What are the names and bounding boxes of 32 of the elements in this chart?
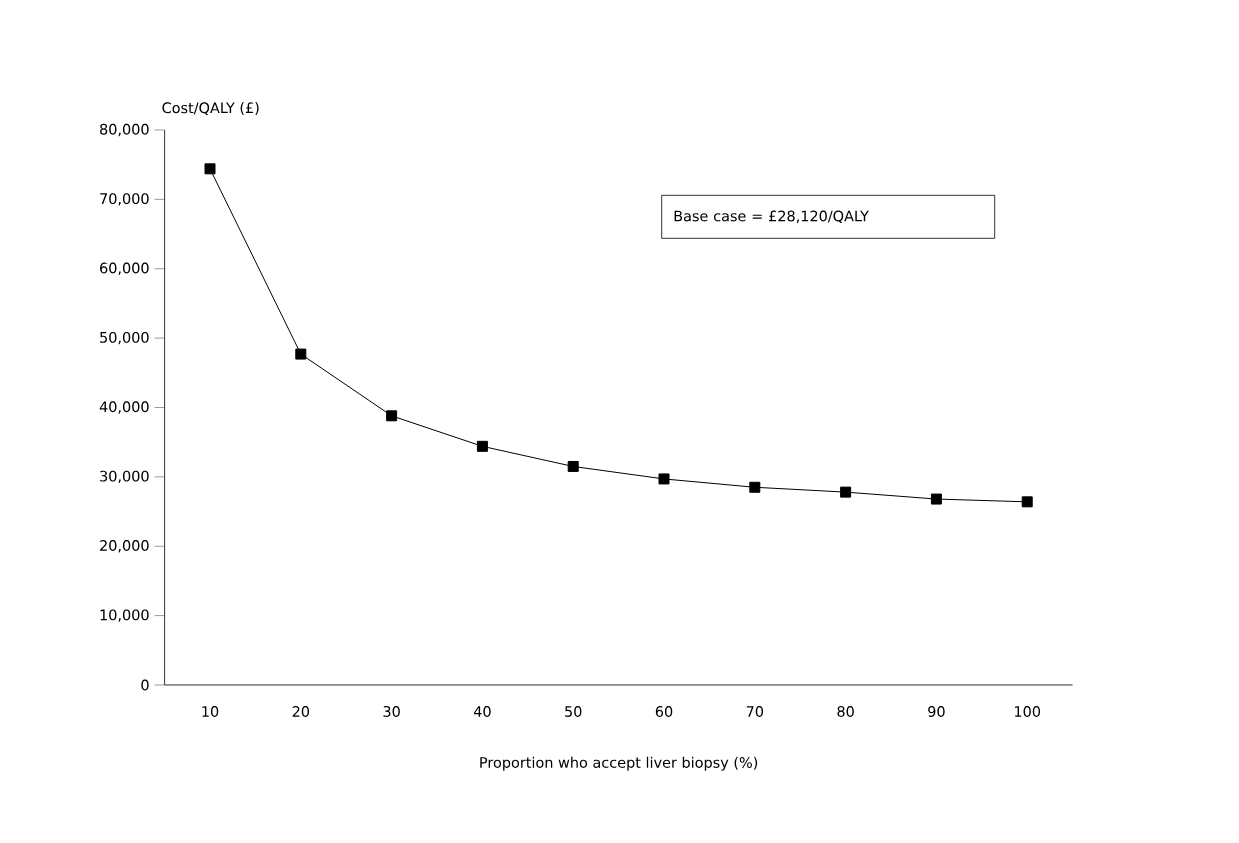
annotation: Base case = £28,120/QALY [674,210,869,224]
y-tick-label: 60,000 [100,262,149,275]
y-tick-label: 40,000 [99,401,149,414]
point [930,493,942,505]
point [840,486,852,498]
y-tick-label: 10,000 [100,609,149,622]
y-tick-label: 80,000 [100,123,149,137]
y-tick-label: 0 [141,679,149,691]
x-tick-label: 40 [473,705,491,717]
y-tick-label: 70,000 [100,193,149,206]
x-tick-label: 20 [292,705,310,717]
x-tick-label: 90 [928,705,945,717]
x-tick-label: 50 [565,705,582,717]
point [567,460,579,472]
point [386,410,398,422]
y-tick-label: 50,000 [100,331,149,345]
x-tick-label: 60 [655,705,673,717]
point [658,473,670,485]
x-tick-label: 10 [202,705,219,717]
x-axis-title: Proportion who accept liver biopsy (%) [480,756,758,771]
point [204,163,216,175]
x-tick-label: 70 [746,705,764,717]
y-tick-label: 20,000 [100,540,149,553]
x-tick-label: 100 [1015,705,1041,717]
point [1021,496,1033,508]
y-tick-label: 30,000 [100,470,149,484]
y-axis-title: Cost/QALY (£) [162,102,259,115]
point [749,481,761,493]
x-tick-label: 30 [383,705,400,717]
x-tick-label: 80 [837,705,854,717]
point [476,440,488,452]
point [295,348,307,360]
